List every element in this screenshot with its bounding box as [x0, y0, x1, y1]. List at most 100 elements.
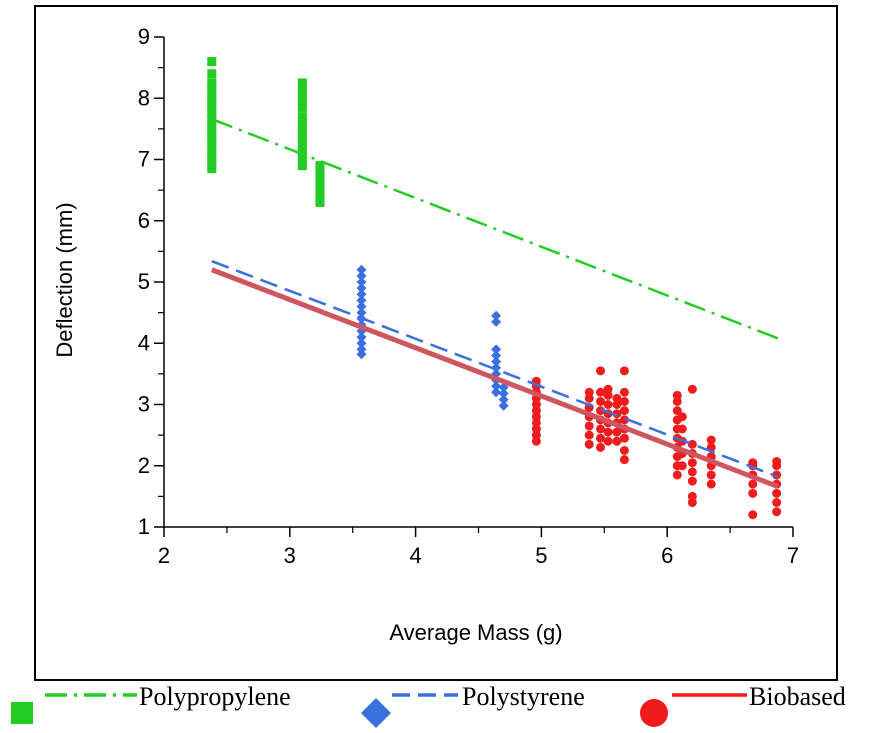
legend-marker-circle	[640, 699, 668, 727]
legend-item-biobased: Biobased	[640, 682, 846, 727]
data-point	[207, 151, 217, 161]
data-point	[687, 476, 697, 486]
data-point	[356, 301, 367, 312]
data-point	[491, 344, 502, 355]
data-point	[297, 118, 307, 128]
data-point	[677, 461, 687, 471]
series-polystyrene	[356, 264, 509, 411]
y-tick-label: 7	[138, 147, 150, 172]
data-point	[687, 384, 697, 394]
data-point	[356, 270, 367, 281]
data-point	[207, 139, 217, 149]
data-point	[687, 467, 697, 477]
data-point	[772, 498, 782, 507]
y-tick-label: 2	[138, 453, 150, 478]
x-tick-label: 4	[409, 543, 421, 568]
data-point	[619, 455, 629, 465]
data-point	[207, 164, 217, 174]
data-point	[297, 124, 307, 134]
data-point	[603, 384, 613, 394]
x-tick-label: 3	[284, 543, 296, 568]
legend-label: Polystyrene	[462, 682, 585, 711]
data-point	[706, 479, 716, 489]
data-point	[498, 394, 509, 405]
data-point	[498, 388, 509, 399]
x-axis-title: Average Mass (g)	[389, 620, 562, 645]
data-point	[596, 406, 606, 416]
data-point	[619, 415, 629, 425]
data-point	[491, 356, 502, 367]
data-point	[297, 84, 307, 94]
data-point	[706, 470, 716, 480]
data-point	[315, 185, 325, 195]
x-tick-label: 2	[158, 543, 170, 568]
legend-label: Biobased	[749, 682, 846, 711]
data-point	[491, 381, 502, 392]
data-point	[491, 310, 502, 321]
data-point	[748, 458, 758, 468]
data-point	[498, 400, 509, 411]
data-point	[207, 84, 217, 94]
data-point	[603, 427, 613, 437]
data-point	[207, 102, 217, 112]
y-tick-label: 5	[138, 269, 150, 294]
data-point	[207, 57, 217, 66]
data-point	[677, 412, 687, 422]
data-point	[356, 332, 367, 343]
data-point	[677, 424, 687, 434]
data-point	[356, 283, 367, 294]
data-point	[207, 78, 217, 88]
data-point	[584, 421, 594, 431]
data-point	[356, 338, 367, 349]
data-point	[748, 488, 758, 498]
chart-frame	[34, 5, 838, 681]
data-point	[596, 366, 606, 376]
data-point	[207, 127, 217, 137]
data-point	[207, 96, 217, 106]
y-tick-label: 3	[138, 392, 150, 417]
data-point	[297, 155, 307, 164]
data-point	[748, 479, 758, 489]
data-point	[491, 362, 502, 373]
data-point	[356, 289, 367, 300]
data-point	[619, 366, 629, 376]
data-point	[596, 424, 606, 434]
data-point	[596, 433, 606, 443]
data-point	[603, 400, 613, 409]
data-point	[706, 435, 716, 445]
data-point	[596, 442, 606, 452]
data-point	[596, 396, 606, 406]
data-point	[772, 456, 782, 466]
data-point	[619, 445, 629, 455]
data-point	[297, 130, 307, 140]
data-point	[207, 69, 217, 79]
data-point	[315, 191, 325, 201]
y-tick-label: 4	[138, 330, 150, 355]
data-point	[356, 307, 367, 318]
legend: Polypropylene Polystyrene Biobased	[11, 682, 846, 728]
data-point	[772, 488, 782, 498]
legend-marker-square	[11, 702, 33, 724]
data-point	[297, 136, 307, 146]
y-tick-label: 9	[138, 24, 150, 49]
data-point	[748, 510, 758, 520]
x-tick-label: 5	[535, 543, 547, 568]
data-point	[619, 396, 629, 406]
legend-label: Polypropylene	[139, 682, 291, 711]
data-point	[297, 142, 307, 152]
data-point	[491, 387, 502, 398]
data-point	[297, 112, 307, 122]
trendline-polystyrene	[211, 260, 779, 478]
data-point	[612, 436, 622, 446]
data-point	[315, 167, 325, 177]
data-point	[772, 470, 782, 480]
data-point	[491, 350, 502, 361]
data-point	[315, 161, 325, 171]
trendline-polypropylene	[211, 117, 779, 340]
data-point	[356, 277, 367, 287]
data-point	[315, 179, 325, 189]
data-point	[612, 409, 622, 419]
data-point	[207, 109, 217, 119]
data-point	[356, 295, 367, 306]
